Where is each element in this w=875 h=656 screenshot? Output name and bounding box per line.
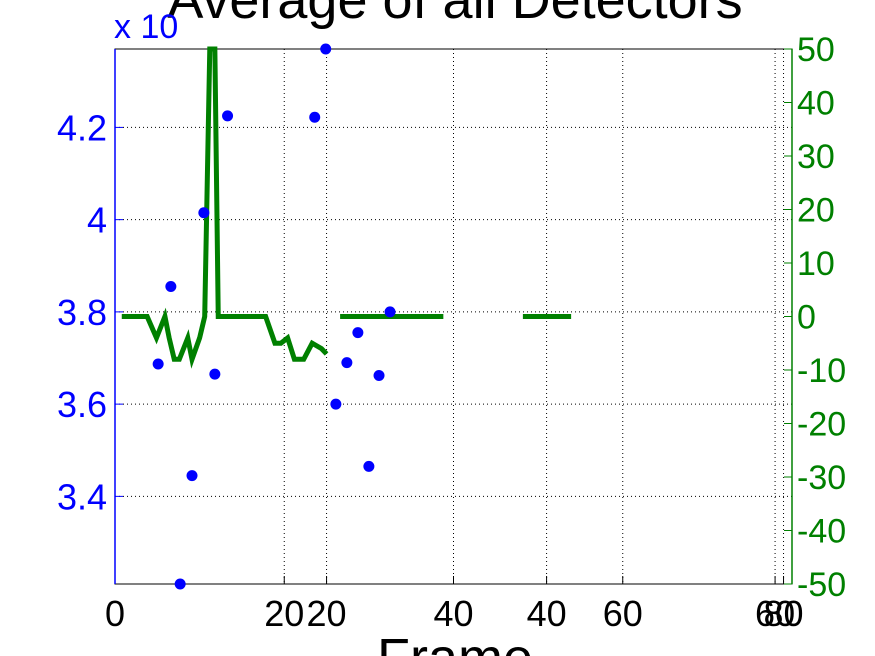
- right-tick-label: 20: [797, 192, 835, 230]
- scatter-point: [222, 110, 234, 122]
- scatter-point: [384, 306, 396, 318]
- x-tick-label: 40: [527, 593, 567, 634]
- left-tick-label: 3.4: [57, 476, 107, 517]
- chart-title: Average of all Detectors: [167, 0, 742, 30]
- left-tick-label: 3.6: [57, 384, 107, 425]
- right-tick-label: -10: [797, 352, 846, 390]
- scatter-point: [352, 327, 364, 339]
- scatter-point: [373, 370, 385, 382]
- right-tick-label: 10: [797, 245, 835, 283]
- scatter-point: [186, 470, 198, 482]
- right-tick-label: 0: [797, 299, 816, 337]
- line-series-segment: [121, 46, 329, 369]
- scatter-point: [309, 111, 321, 123]
- data-series: [121, 43, 572, 590]
- scatter-point: [320, 43, 332, 55]
- x-tick-label: 20: [307, 593, 347, 634]
- right-tick-label: -50: [797, 566, 846, 604]
- right-tick-label: -40: [797, 513, 846, 551]
- x-tick-label: 0: [105, 593, 125, 634]
- scatter-point: [152, 358, 164, 370]
- right-tick-label: -20: [797, 406, 846, 444]
- axis-ticks: 0 20 20 40 40 60 60803.43.63.844.2-50-40-30-20…: [57, 31, 846, 634]
- x-tick-label: 60: [755, 593, 795, 634]
- scatter-point: [341, 357, 353, 369]
- left-tick-label: 4.2: [57, 107, 107, 148]
- x-axis-label: Frame: [377, 628, 533, 656]
- scatter-point: [165, 281, 177, 293]
- grid-lines: [115, 49, 792, 584]
- left-tick-label: 4: [87, 200, 107, 241]
- left-axis-exponent-label: x 10: [114, 8, 178, 46]
- right-tick-label: -30: [797, 459, 846, 497]
- x-tick-label: 80: [764, 593, 804, 634]
- scatter-point: [198, 207, 210, 219]
- right-tick-label: 40: [797, 85, 835, 123]
- scatter-point: [363, 460, 375, 472]
- x-tick-label: 20: [264, 593, 304, 634]
- scatter-point: [174, 578, 186, 590]
- x-tick-label: 60: [603, 593, 643, 634]
- right-tick-label: 50: [797, 31, 835, 69]
- scatter-point: [209, 368, 221, 380]
- left-tick-label: 3.8: [57, 292, 107, 333]
- right-tick-label: 30: [797, 138, 835, 176]
- x-tick-label: 40: [433, 593, 473, 634]
- scatter-point: [330, 398, 342, 410]
